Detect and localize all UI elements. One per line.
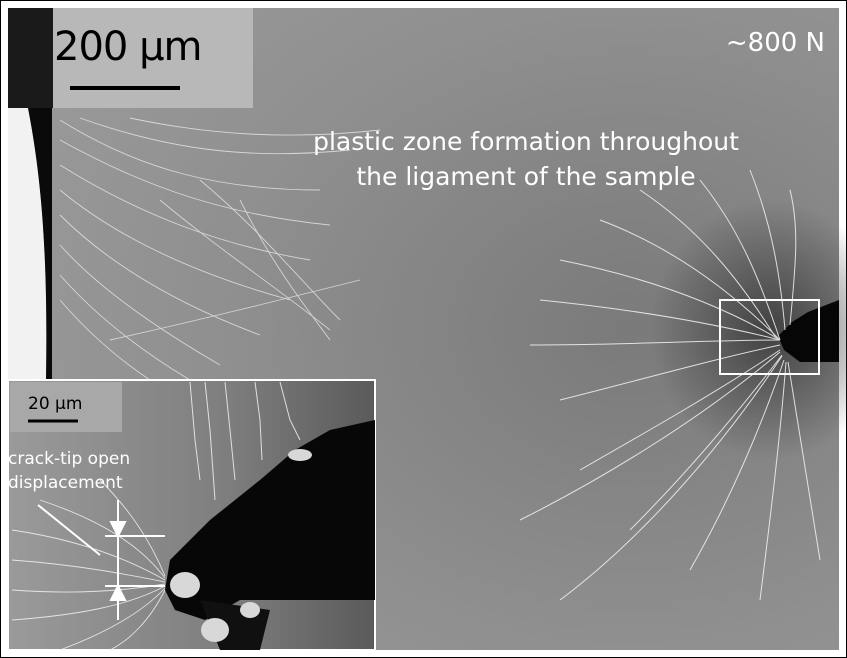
ctod-label-line-2: displacement [8, 473, 123, 493]
main-scale-bar-label: 200 μm [54, 24, 202, 70]
slip-lines-right [519, 169, 821, 601]
inset-region-marker [719, 299, 820, 375]
ctod-label: crack-tip open displacement [8, 447, 188, 495]
load-label: ~800 N [725, 28, 825, 58]
inset-panel [7, 379, 376, 651]
crack-tip-shading [650, 200, 847, 460]
left-edge-dark [28, 108, 52, 380]
inset-scale-bar-label: 20 μm [28, 394, 83, 414]
slip-lines-left [59, 117, 381, 381]
annotation-line-1: plastic zone formation throughout [313, 127, 739, 156]
ctod-label-line-1: crack-tip open [8, 449, 131, 469]
left-edge-white [8, 108, 47, 380]
scale-bar-box [53, 8, 253, 108]
annotation-line-2: the ligament of the sample [356, 162, 696, 191]
left-dark-band [8, 8, 53, 108]
main-crack [778, 300, 839, 362]
plastic-zone-annotation: plastic zone formation throughout the li… [276, 124, 776, 194]
